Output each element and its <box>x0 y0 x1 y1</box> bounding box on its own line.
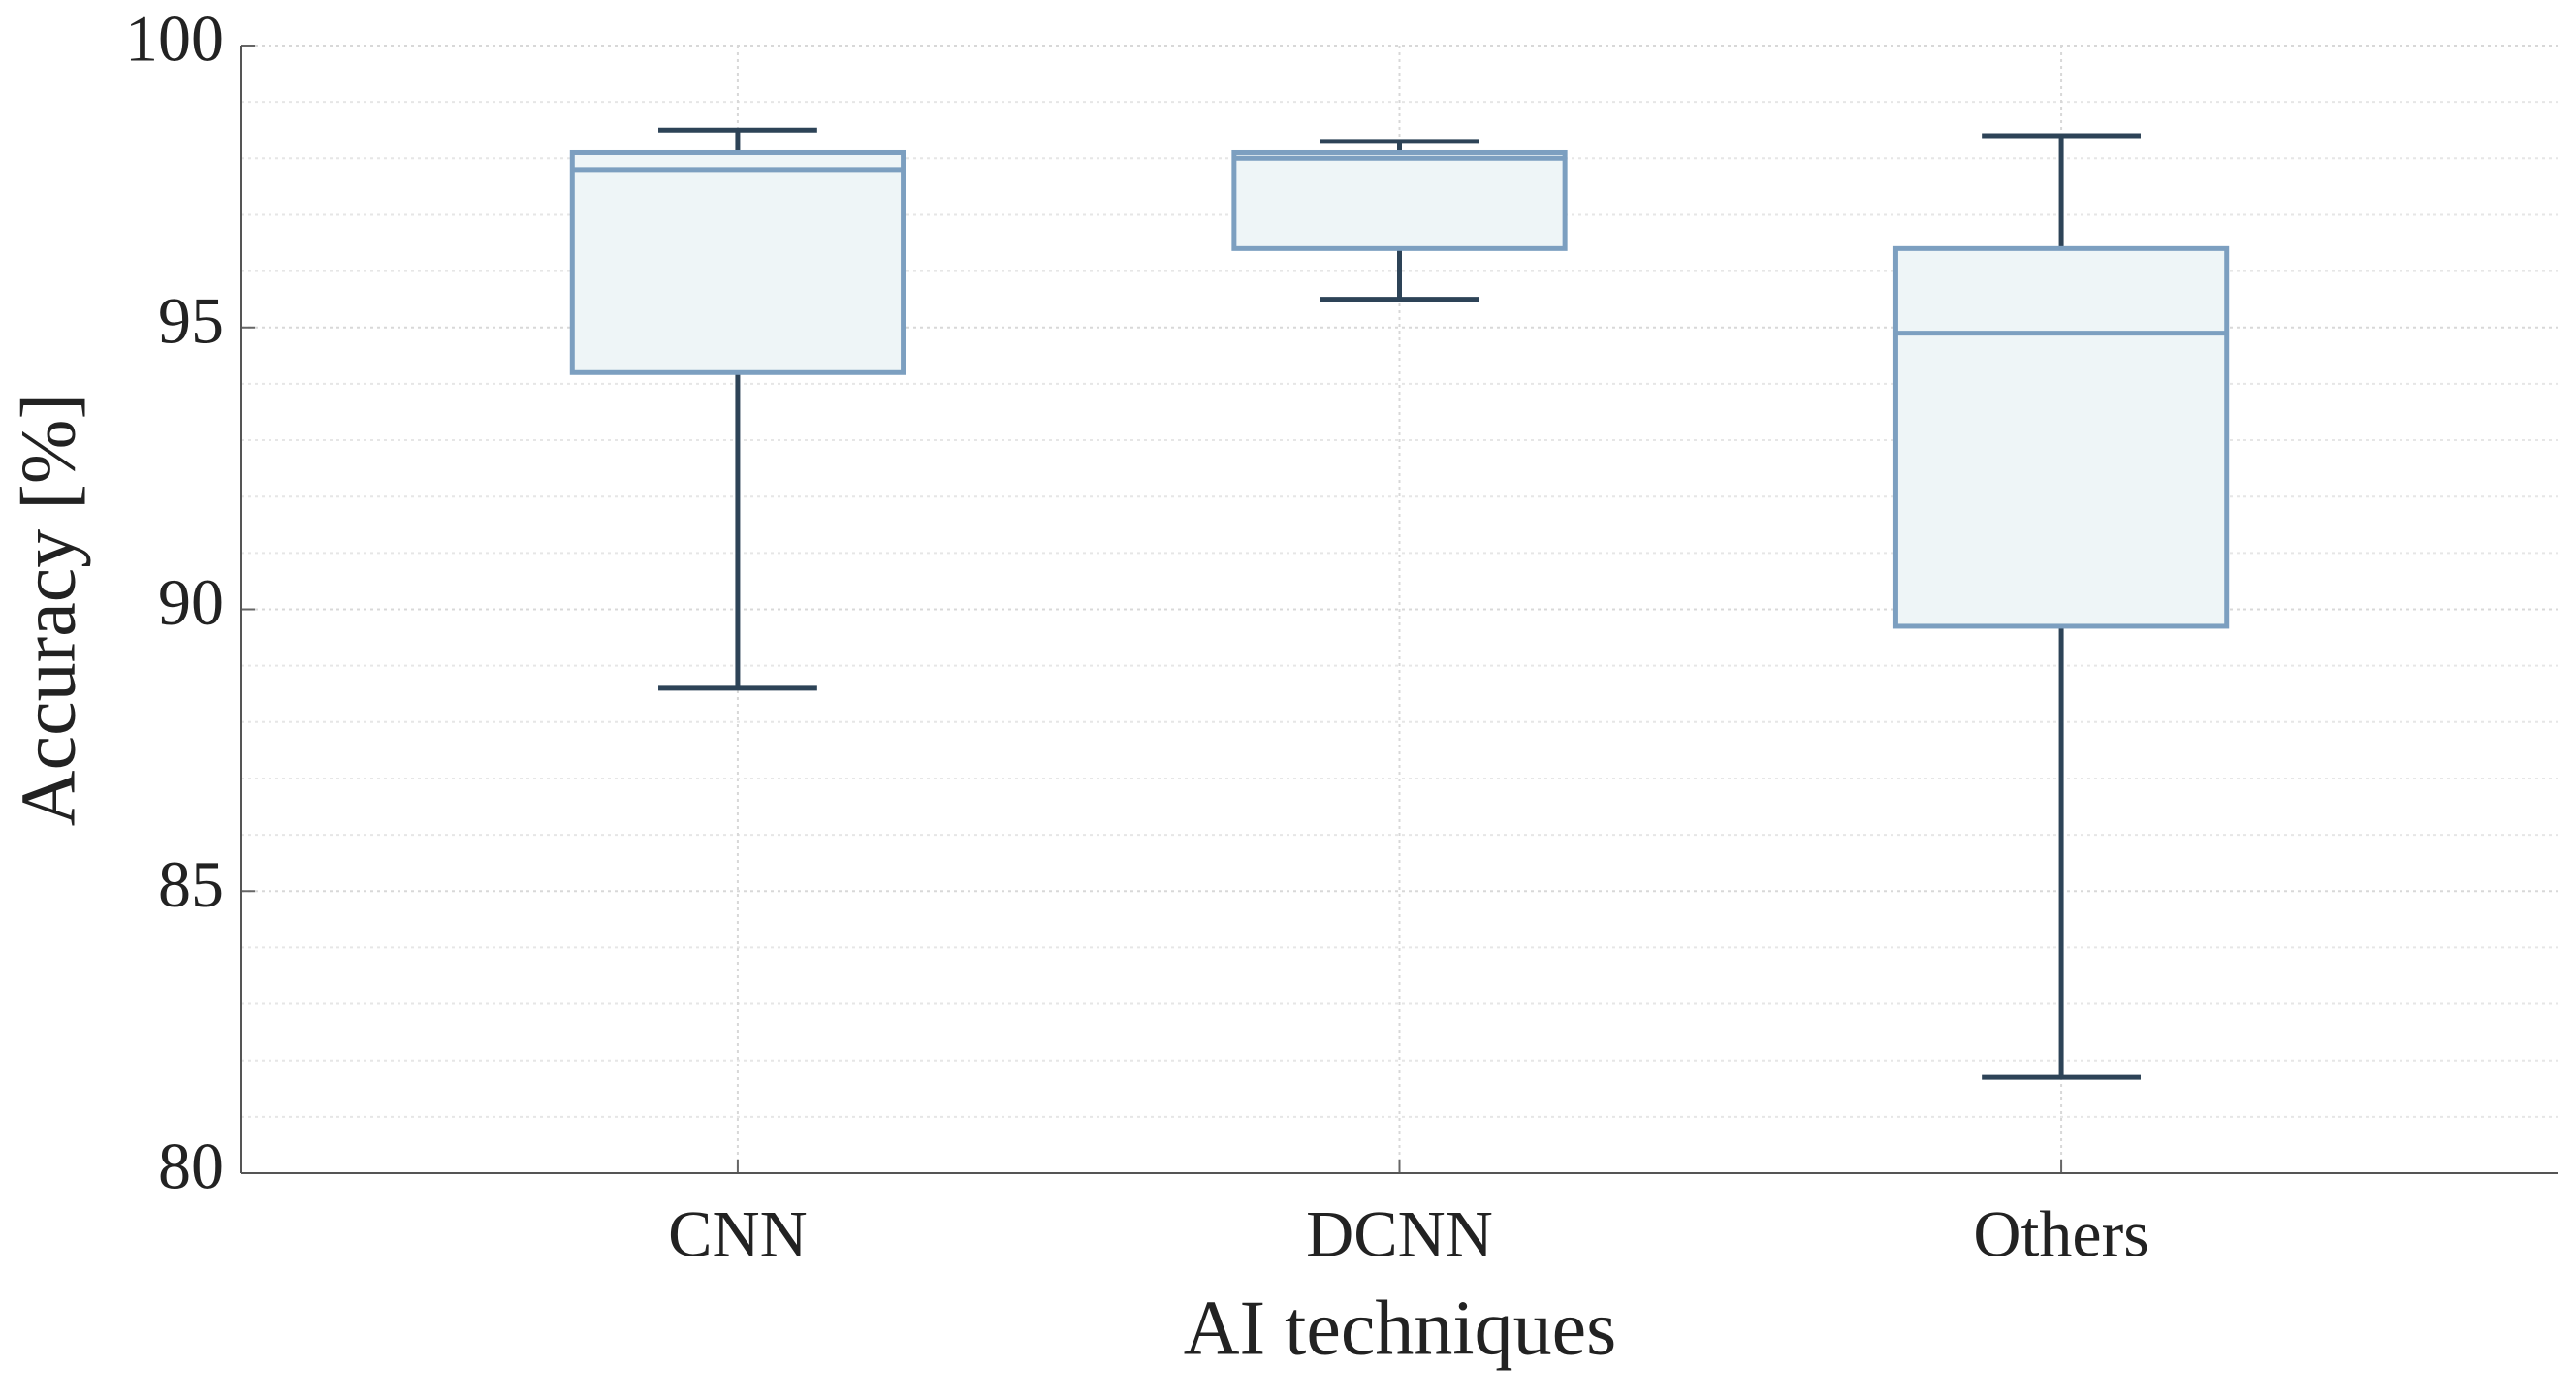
y-tick-label: 90 <box>158 565 224 639</box>
x-tick-label: DCNN <box>1306 1197 1493 1271</box>
x-axis-label: AI techniques <box>1184 1286 1617 1371</box>
y-tick-label: 85 <box>158 847 224 921</box>
y-tick-label: 100 <box>125 2 224 76</box>
box <box>569 149 906 375</box>
x-tick-label: Others <box>1973 1197 2148 1271</box>
x-tick-label: CNN <box>668 1197 808 1271</box>
box <box>1231 149 1568 251</box>
y-axis-label: Accuracy [%] <box>6 394 91 826</box>
box <box>1892 245 2230 629</box>
y-tick-label: 95 <box>158 283 224 357</box>
y-tick-label: 80 <box>158 1129 224 1203</box>
